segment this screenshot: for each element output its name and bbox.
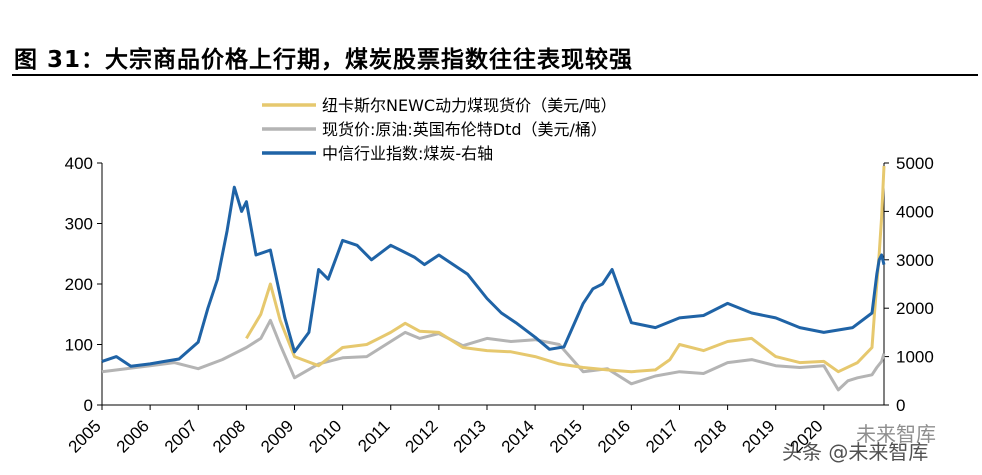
x-tick-label: 2007 — [161, 416, 201, 456]
x-tick-label: 2010 — [305, 416, 345, 456]
legend-label-brent: 现货价:原油:英国布伦特Dtd（美元/桶） — [322, 120, 607, 139]
legend-label-newc: 纽卡斯尔NEWC动力煤现货价（美元/吨） — [322, 96, 616, 115]
y-right-tick-label: 1000 — [896, 348, 934, 367]
x-tick-label: 2006 — [113, 416, 153, 456]
x-tick-label: 2008 — [209, 416, 249, 456]
y-right-tick-label: 5000 — [896, 154, 934, 173]
series-line-1 — [101, 318, 886, 392]
chart-title: 图 31：大宗商品价格上行期，煤炭股票指数往往表现较强 — [14, 47, 634, 73]
plot-area — [101, 165, 886, 392]
y-left-tick-label: 200 — [65, 275, 93, 294]
series-line-2 — [101, 185, 886, 368]
x-tick-label: 2011 — [354, 416, 393, 455]
x-tick-label: 2018 — [690, 416, 730, 456]
x-tick-label: 2016 — [594, 416, 634, 456]
y-left-tick-label: 100 — [65, 336, 93, 355]
series-line-0 — [245, 165, 886, 374]
y-right-tick-label: 0 — [896, 396, 905, 415]
watermark: 未来智库 头条 @未来智库 — [782, 422, 936, 464]
y-left-tick-label: 400 — [65, 154, 93, 173]
y-right-tick-label: 3000 — [896, 251, 934, 270]
y-left-tick-label: 0 — [84, 396, 93, 415]
x-tick-label: 2013 — [450, 416, 490, 456]
x-tick-label: 2015 — [546, 416, 586, 456]
x-tick-label: 2012 — [402, 416, 442, 456]
x-tick-label: 2005 — [65, 416, 105, 456]
x-tick-label: 2014 — [498, 416, 538, 456]
y-right-tick-label: 4000 — [896, 202, 934, 221]
watermark-text-upper: 未来智库 — [856, 422, 936, 446]
x-tick-label: 2009 — [257, 416, 297, 456]
y-left-tick-label: 300 — [65, 215, 93, 234]
legend: 纽卡斯尔NEWC动力煤现货价（美元/吨） 现货价:原油:英国布伦特Dtd（美元/… — [262, 96, 616, 163]
x-tick-label: 2017 — [642, 416, 682, 456]
watermark-text-lower: 头条 @未来智库 — [782, 440, 928, 464]
x-tick-label: 2019 — [738, 416, 778, 456]
y-right-tick-label: 2000 — [896, 299, 934, 318]
title-rule — [12, 74, 978, 76]
legend-label-coal-index: 中信行业指数:煤炭-右轴 — [322, 144, 493, 163]
